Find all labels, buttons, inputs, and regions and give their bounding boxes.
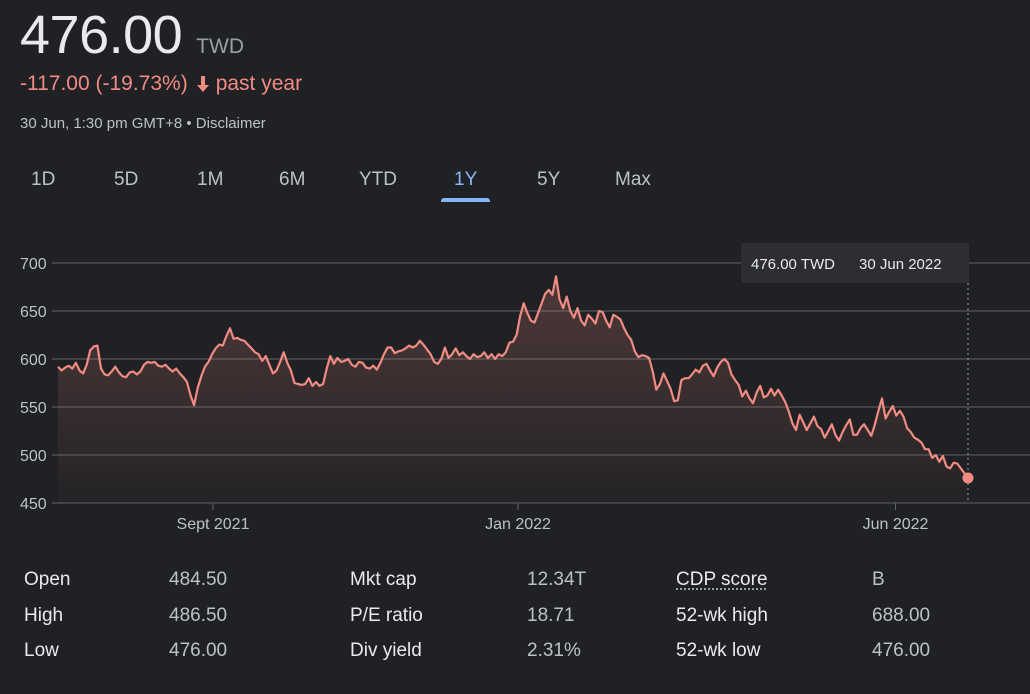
disclaimer-link[interactable]: Disclaimer xyxy=(195,115,266,132)
y-tick-label: 550 xyxy=(20,400,47,417)
tooltip-date: 30 Jun 2022 xyxy=(859,256,942,273)
stat-label-52wk-high: 52-wk high xyxy=(676,605,768,626)
range-tabs: 1D 5D 1M 6M YTD 1Y 5Y Max xyxy=(0,165,700,205)
meta-row: 30 Jun, 1:30 pm GMT+8 • Disclaimer xyxy=(20,115,266,132)
y-tick-label: 600 xyxy=(20,352,47,369)
arrow-down-icon xyxy=(196,75,210,93)
stat-label-open: Open xyxy=(24,569,71,590)
stat-value-cdp-score: B xyxy=(872,569,885,590)
x-tick-label: Jun 2022 xyxy=(863,516,929,533)
tooltip-value: 476.00 TWD xyxy=(751,256,835,273)
stat-value-div-yield: 2.31% xyxy=(527,640,581,661)
active-tab-indicator xyxy=(441,198,491,202)
x-tick-label: Sept 2021 xyxy=(177,516,250,533)
stat-value-low: 476.00 xyxy=(169,640,228,661)
current-point-marker xyxy=(962,472,974,484)
stat-value-pe-ratio: 18.71 xyxy=(527,605,575,626)
timestamp: 30 Jun, 1:30 pm GMT+8 xyxy=(20,115,183,132)
tab-5y[interactable]: 5Y xyxy=(537,169,561,190)
price-change: -117.00 (-19.73%) xyxy=(20,72,188,95)
stat-label-low: Low xyxy=(24,640,59,661)
price-line xyxy=(57,275,969,479)
stat-value-open: 484.50 xyxy=(169,569,228,590)
separator: • xyxy=(186,115,192,132)
price-chart[interactable]: 700 650 600 550 500 450 Sept 2021 Jan 2022 Jun … xyxy=(0,230,1030,550)
stat-value-high: 486.50 xyxy=(169,605,228,626)
change-period: past year xyxy=(215,72,303,95)
price-row: 476.00 TWD xyxy=(20,4,244,66)
tab-1d[interactable]: 1D xyxy=(31,169,56,190)
stat-value-mkt-cap: 12.34T xyxy=(527,569,587,590)
currency: TWD xyxy=(196,35,244,58)
tab-1y[interactable]: 1Y xyxy=(441,165,491,202)
stat-value-52wk-low: 476.00 xyxy=(872,640,931,661)
stat-label-high: High xyxy=(24,605,64,626)
stat-label-div-yield: Div yield xyxy=(350,640,422,661)
stat-label-pe-ratio: P/E ratio xyxy=(350,605,423,626)
price-area xyxy=(58,276,968,503)
change-row: -117.00 (-19.73%) past year xyxy=(20,72,302,96)
tab-ytd[interactable]: YTD xyxy=(359,169,397,190)
stat-value-52wk-high: 688.00 xyxy=(872,605,931,626)
tab-1m[interactable]: 1M xyxy=(197,169,224,190)
tooltip: 476.00 TWD 30 Jun 2022 xyxy=(741,243,969,283)
tab-5d[interactable]: 5D xyxy=(114,169,139,190)
stat-label-mkt-cap: Mkt cap xyxy=(350,569,417,590)
cdp-score-link[interactable]: CDP score xyxy=(676,569,768,590)
price: 476.00 xyxy=(20,5,183,65)
stat-label-52wk-low: 52-wk low xyxy=(676,640,761,661)
y-tick-label: 450 xyxy=(20,496,47,513)
tab-max[interactable]: Max xyxy=(615,169,651,190)
tab-6m[interactable]: 6M xyxy=(279,169,306,190)
y-tick-label: 700 xyxy=(20,256,47,273)
y-tick-label: 500 xyxy=(20,448,47,465)
y-tick-label: 650 xyxy=(20,304,47,321)
x-tick-label: Jan 2022 xyxy=(485,516,551,533)
